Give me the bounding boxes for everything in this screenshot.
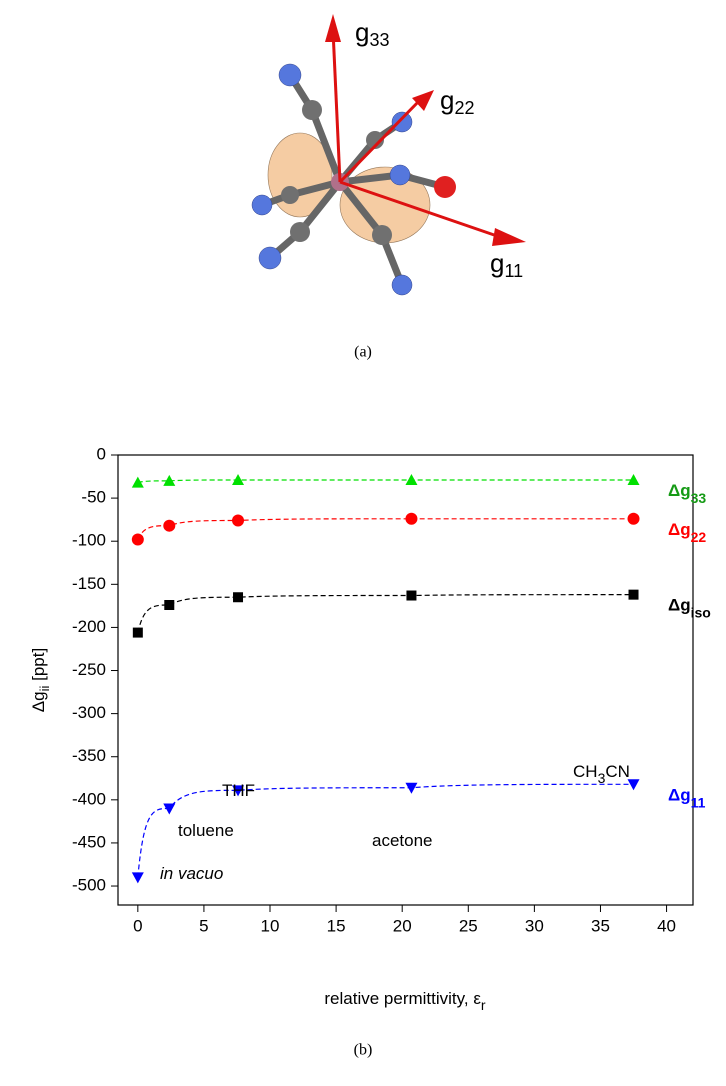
annotation: THF: [222, 781, 255, 800]
caption: (a): [354, 344, 372, 361]
point: [405, 513, 417, 525]
series-name: Δg: [668, 520, 691, 539]
page: g33 g22 g11 (a) (b) relative permittivit…: [0, 0, 726, 1086]
point: [233, 592, 243, 602]
annotation-part: CH: [573, 762, 598, 781]
axis-label-g22: g22: [440, 85, 475, 118]
axis-name: g: [355, 17, 369, 47]
series-name: Δg: [668, 596, 691, 615]
x-label-sub: r: [481, 997, 486, 1013]
point: [405, 474, 417, 485]
series-sub: 11: [691, 794, 706, 810]
point: [163, 520, 175, 532]
point: [406, 591, 416, 601]
point: [629, 590, 639, 600]
y-tick-label: -50: [81, 488, 106, 507]
point: [628, 513, 640, 525]
y-tick-label: -500: [72, 876, 106, 895]
annotation-part: 3: [598, 770, 606, 786]
caption: (b): [354, 1042, 373, 1059]
annotation: acetone: [372, 831, 433, 850]
point: [232, 515, 244, 527]
x-tick-label: 0: [133, 916, 142, 935]
series-sub: 33: [691, 490, 707, 506]
x-tick-label: 15: [327, 916, 346, 935]
x-axis-label: relative permittivity, εr: [324, 989, 486, 1012]
axis-name: g: [440, 85, 454, 115]
series-label: Δg33: [668, 481, 706, 505]
y-label-unit: [ppt]: [29, 648, 48, 686]
axis-name: g: [490, 248, 504, 278]
annotation: in vacuo: [160, 864, 223, 883]
y-tick-label: -100: [72, 531, 106, 550]
annotation-part: acetone: [372, 831, 433, 850]
x-label-text: relative permittivity, ε: [324, 989, 481, 1008]
series-name: Δg: [668, 786, 691, 805]
axis-sub: 33: [369, 30, 389, 50]
y-tick-label: -300: [72, 703, 106, 722]
annotation-part: THF: [222, 781, 255, 800]
point: [164, 600, 174, 610]
annotation: CH3CN: [573, 762, 630, 785]
y-tick-label: -250: [72, 660, 106, 679]
fit-line: [138, 519, 634, 540]
axis-label-g33: g33: [355, 17, 390, 50]
y-tick-label: -200: [72, 617, 106, 636]
annotation-part: toluene: [178, 821, 234, 840]
y-tick-label: -400: [72, 789, 106, 808]
annotation-part: in vacuo: [160, 864, 223, 883]
x-tick-label: 30: [525, 916, 544, 935]
annotation: toluene: [178, 821, 234, 840]
series-label: Δg22: [668, 520, 706, 544]
series-sub: 22: [691, 528, 707, 544]
figure: g33 g22 g11 (a) (b) relative permittivit…: [0, 0, 726, 1086]
point: [405, 783, 417, 794]
series-sub: iso: [691, 604, 711, 620]
series-label: Δgiso: [668, 596, 711, 620]
x-tick-label: 35: [591, 916, 610, 935]
x-tick-label: 25: [459, 916, 478, 935]
series-label: Δg11: [668, 786, 706, 810]
fit-line: [138, 595, 634, 633]
axis-sub: 22: [454, 98, 474, 118]
axis-sub: 11: [504, 261, 523, 281]
annotation-part: CN: [605, 762, 630, 781]
x-tick-label: 40: [657, 916, 676, 935]
point: [132, 533, 144, 545]
fit-line: [138, 480, 634, 483]
y-label-text: Δg: [29, 691, 48, 712]
y-axis-label: Δgii [ppt]: [29, 648, 52, 712]
point: [133, 628, 143, 638]
series-name: Δg: [668, 481, 691, 500]
x-tick-label: 10: [261, 916, 280, 935]
y-tick-label: -450: [72, 832, 106, 851]
x-tick-label: 5: [199, 916, 208, 935]
molecule: [252, 14, 526, 295]
y-tick-label: -350: [72, 746, 106, 765]
axis-label-g11: g11: [490, 248, 523, 281]
y-tick-label: 0: [97, 444, 106, 463]
point: [132, 872, 144, 883]
x-tick-label: 20: [393, 916, 412, 935]
y-tick-label: -150: [72, 574, 106, 593]
